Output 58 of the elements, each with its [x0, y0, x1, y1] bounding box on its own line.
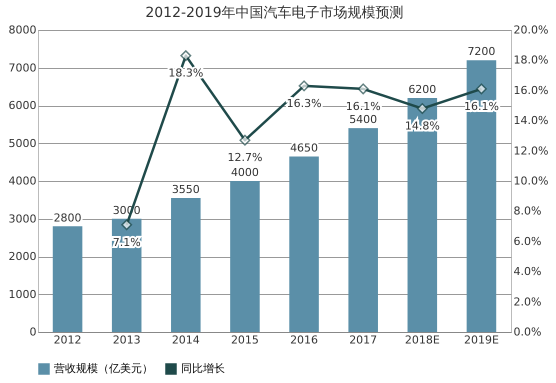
y-tick-label: 8000: [8, 24, 36, 36]
point: [180, 50, 192, 62]
y-tick-label: 4000: [8, 174, 36, 188]
y-tick-label: 7000: [8, 61, 36, 74]
bar: [466, 60, 496, 332]
data-label: 7200: [467, 45, 496, 58]
y2-tick-label: 12.0%: [514, 144, 548, 158]
data-label: 12.7%: [227, 151, 262, 164]
x-tick-label: 2017: [349, 334, 378, 346]
point: [298, 80, 310, 92]
x-tick-label: 2015: [230, 334, 259, 346]
point: [121, 219, 132, 230]
point: [416, 103, 428, 114]
y2-tick-label: 10.0%: [514, 174, 548, 188]
y-tick-label: 5000: [8, 136, 36, 150]
y2-tick-label: 8.0%: [514, 204, 542, 218]
point: [358, 83, 369, 94]
y2-tick-label: 14.0%: [514, 114, 548, 128]
y-tick-label: 0: [30, 326, 36, 338]
data-label: 16.1%: [464, 100, 499, 113]
y2-tick-label: 6.0%: [514, 234, 542, 248]
legend-label: 同比增长: [181, 362, 225, 375]
data-label: 5400: [349, 113, 378, 126]
y2-tick-label: 18.0%: [514, 54, 548, 67]
bar: [408, 98, 438, 332]
chart-title: 2012-2019年中国汽车电子市场规模预测: [145, 5, 404, 21]
data-label: 16.3%: [286, 96, 322, 110]
x-tick-label: 2013: [112, 334, 141, 346]
bar: [289, 156, 319, 332]
data-label: 3550: [172, 182, 200, 196]
point: [476, 83, 487, 94]
bar: [230, 181, 260, 332]
x-tick-label: 2018E: [404, 334, 440, 346]
legend-label: 营收规模（亿美元）: [54, 362, 153, 375]
data-label: 16.1%: [346, 100, 381, 113]
y2-tick-label: 2.0%: [514, 295, 542, 308]
y-tick-label: 1000: [8, 288, 36, 301]
x-tick-label: 2019E: [464, 334, 499, 346]
data-label: 2800: [54, 211, 82, 224]
x-tick-label: 2014: [172, 334, 200, 346]
y2-tick-label: 4.0%: [514, 265, 542, 278]
y2-tick-label: 20.0%: [514, 24, 548, 36]
x-tick-label: 2016: [290, 334, 318, 346]
y-tick-label: 2000: [8, 250, 36, 263]
y-tick-label: 6000: [8, 99, 36, 112]
data-label: 7.1%: [112, 236, 141, 249]
x-tick-label: 2012: [54, 334, 82, 346]
point: [239, 134, 250, 146]
bar: [348, 128, 378, 332]
y2-tick-label: 0.0%: [514, 326, 542, 338]
bar: [52, 226, 82, 332]
data-label: 6200: [408, 82, 436, 96]
bar: [112, 218, 142, 332]
bar: [171, 198, 201, 332]
y-tick-label: 3000: [8, 212, 36, 226]
data-label: 4650: [290, 141, 318, 154]
data-label: 4000: [230, 166, 259, 179]
y2-tick-label: 16.0%: [514, 84, 548, 97]
